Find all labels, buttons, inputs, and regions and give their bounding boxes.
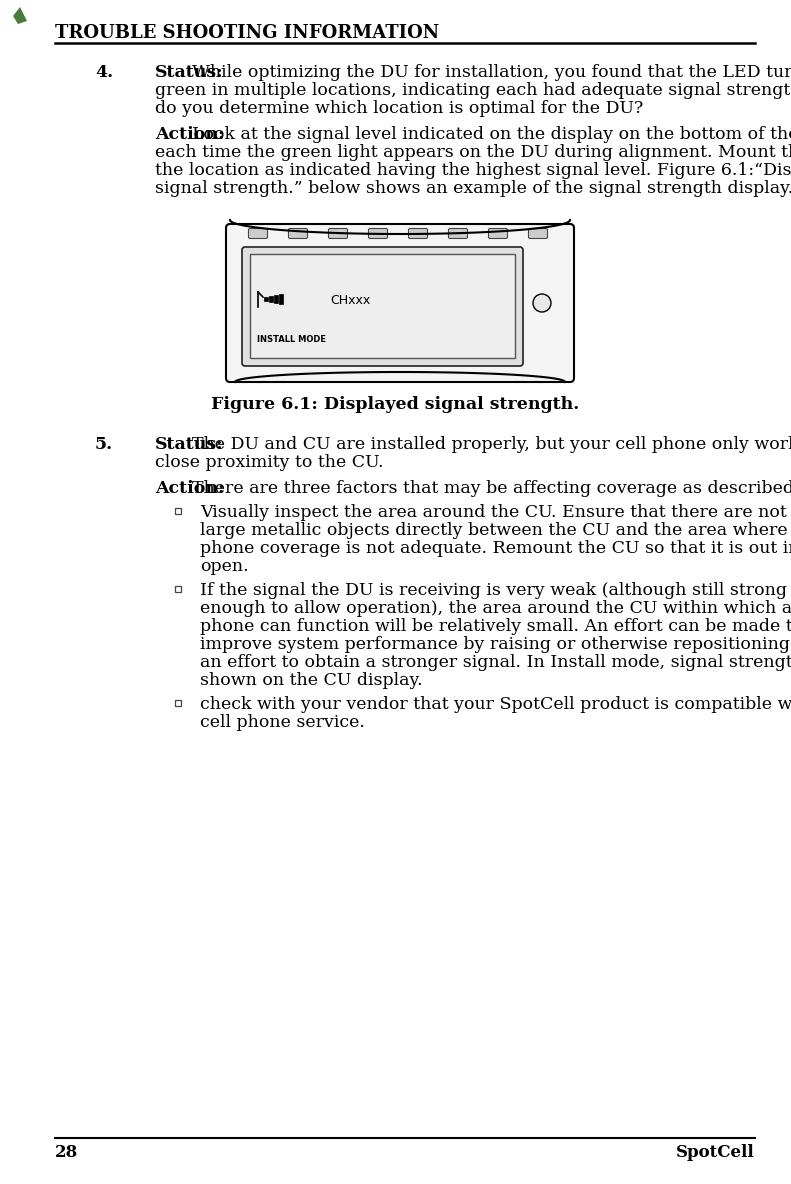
- Text: Status:: Status:: [155, 436, 224, 452]
- Bar: [274, 295, 278, 303]
- Bar: [269, 296, 273, 302]
- Text: do you determine which location is optimal for the DU?: do you determine which location is optim…: [155, 99, 643, 117]
- FancyBboxPatch shape: [448, 229, 467, 238]
- Text: phone coverage is not adequate. Remount the CU so that it is out in the: phone coverage is not adequate. Remount …: [200, 540, 791, 556]
- Polygon shape: [13, 7, 27, 24]
- Text: improve system performance by raising or otherwise repositioning the DU in: improve system performance by raising or…: [200, 636, 791, 652]
- Text: While optimizing the DU for installation, you found that the LED turned: While optimizing the DU for installation…: [191, 64, 791, 81]
- Bar: [175, 508, 181, 514]
- Text: Visually inspect the area around the CU. Ensure that there are not any: Visually inspect the area around the CU.…: [200, 503, 791, 521]
- Text: Figure 6.1: Displayed signal strength.: Figure 6.1: Displayed signal strength.: [211, 395, 579, 413]
- Text: check with your vendor that your SpotCell product is compatible with your: check with your vendor that your SpotCel…: [200, 696, 791, 713]
- Text: each time the green light appears on the DU during alignment. Mount the DU in: each time the green light appears on the…: [155, 144, 791, 161]
- FancyBboxPatch shape: [489, 229, 508, 238]
- Text: the location as indicated having the highest signal level. Figure 6.1:“Displayed: the location as indicated having the hig…: [155, 162, 791, 179]
- Text: open.: open.: [200, 558, 248, 574]
- Text: There are three factors that may be affecting coverage as described below:: There are three factors that may be affe…: [191, 480, 791, 496]
- Text: close proximity to the CU.: close proximity to the CU.: [155, 453, 384, 470]
- Text: SpotCell: SpotCell: [676, 1144, 755, 1162]
- Bar: [250, 255, 515, 358]
- FancyBboxPatch shape: [248, 229, 267, 238]
- Text: INSTALL MODE: INSTALL MODE: [257, 335, 326, 345]
- Text: 5.: 5.: [95, 436, 113, 452]
- Text: an effort to obtain a stronger signal. In Install mode, signal strength is: an effort to obtain a stronger signal. I…: [200, 654, 791, 670]
- FancyBboxPatch shape: [408, 229, 427, 238]
- FancyBboxPatch shape: [289, 229, 308, 238]
- FancyBboxPatch shape: [226, 224, 574, 382]
- Text: 28: 28: [55, 1144, 78, 1162]
- Text: Status:: Status:: [155, 64, 224, 81]
- Text: If the signal the DU is receiving is very weak (although still strong: If the signal the DU is receiving is ver…: [200, 581, 787, 599]
- Text: cell phone service.: cell phone service.: [200, 714, 365, 731]
- Text: TROUBLE SHOOTING INFORMATION: TROUBLE SHOOTING INFORMATION: [55, 24, 439, 41]
- Text: phone can function will be relatively small. An effort can be made to: phone can function will be relatively sm…: [200, 618, 791, 635]
- Text: Action:: Action:: [155, 126, 225, 143]
- Text: 4.: 4.: [95, 64, 113, 81]
- Text: The DU and CU are installed properly, but your cell phone only works in: The DU and CU are installed properly, bu…: [191, 436, 791, 452]
- Bar: [175, 586, 181, 592]
- Bar: [264, 297, 267, 301]
- FancyBboxPatch shape: [528, 229, 547, 238]
- Text: signal strength.” below shows an example of the signal strength display.: signal strength.” below shows an example…: [155, 180, 791, 197]
- Text: green in multiple locations, indicating each had adequate signal strength. How: green in multiple locations, indicating …: [155, 82, 791, 99]
- Text: large metallic objects directly between the CU and the area where cell: large metallic objects directly between …: [200, 522, 791, 539]
- FancyBboxPatch shape: [242, 247, 523, 366]
- Bar: [175, 700, 181, 706]
- Text: Action:: Action:: [155, 480, 225, 496]
- Text: enough to allow operation), the area around the CU within which a cell: enough to allow operation), the area aro…: [200, 599, 791, 617]
- Text: CHxxx: CHxxx: [330, 295, 370, 308]
- Text: Look at the signal level indicated on the display on the bottom of the CU: Look at the signal level indicated on th…: [191, 126, 791, 143]
- Text: shown on the CU display.: shown on the CU display.: [200, 671, 422, 689]
- FancyBboxPatch shape: [369, 229, 388, 238]
- Bar: [279, 294, 282, 304]
- FancyBboxPatch shape: [328, 229, 347, 238]
- Circle shape: [533, 294, 551, 313]
